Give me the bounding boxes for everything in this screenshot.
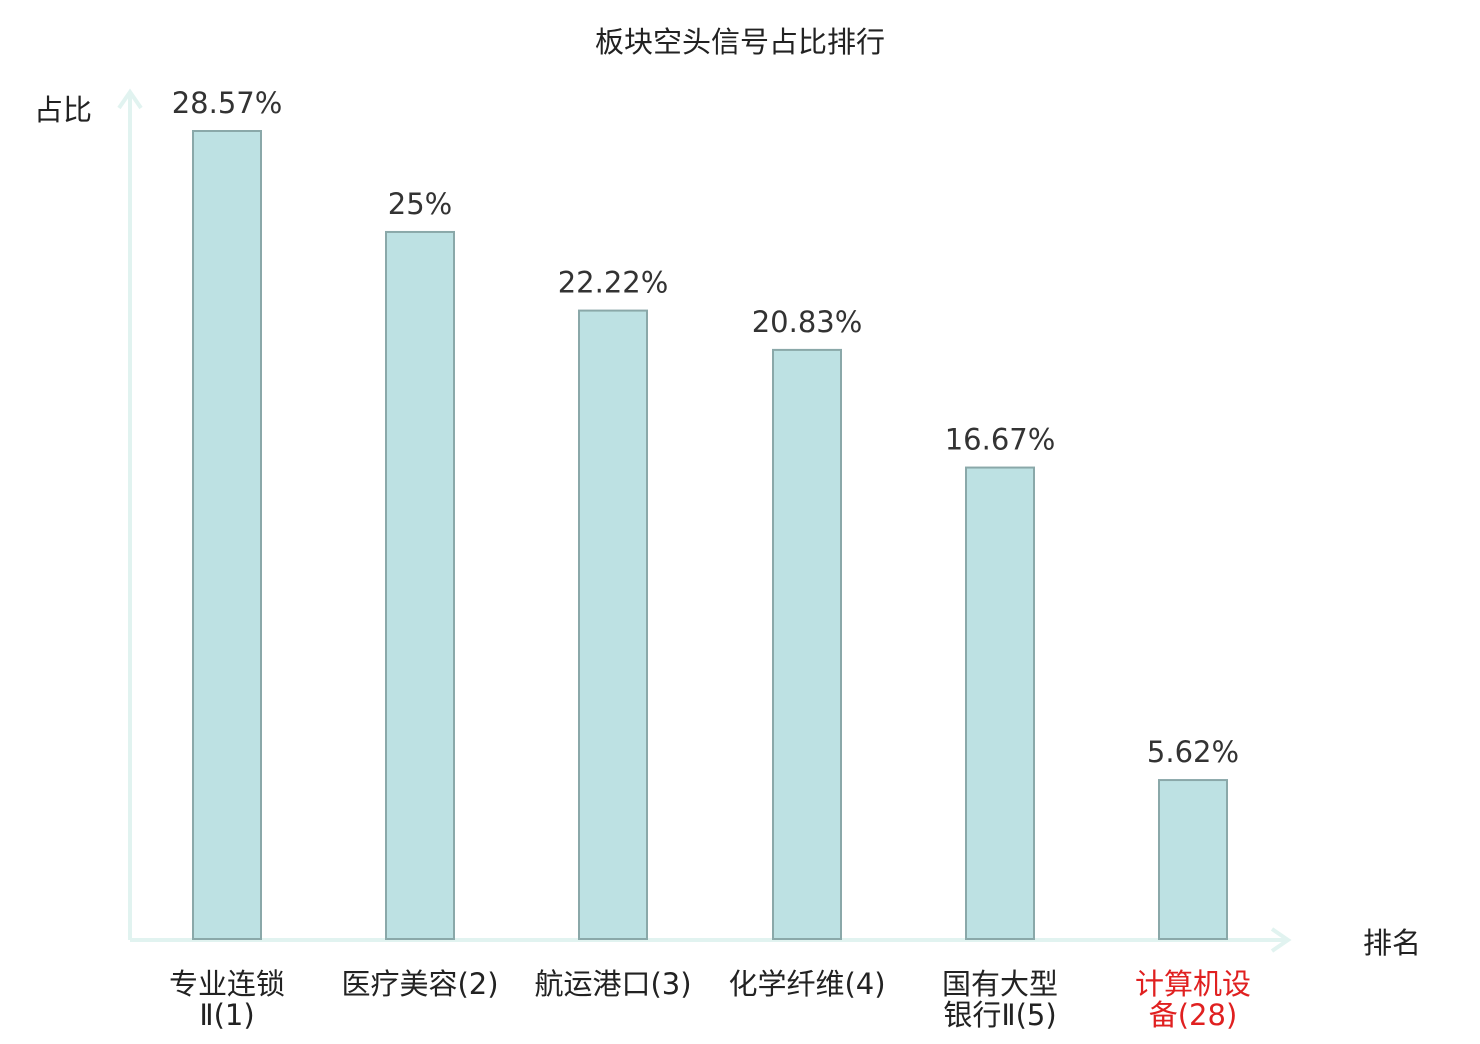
value-label-6: 5.62%: [1147, 735, 1239, 769]
axes: [117, 88, 1292, 953]
x-axis-arrow: [1270, 927, 1292, 953]
category-label-4-line1: 化学纤维(4): [728, 967, 885, 1001]
bar-4: [772, 348, 842, 940]
value-label-1: 28.57%: [172, 86, 283, 120]
category-label-1-line2: Ⅱ(1): [199, 998, 254, 1032]
category-label-6-line2: 备(28): [1149, 998, 1238, 1032]
value-labels-group: 28.57% 25% 22.22% 20.83% 16.67% 5.62%: [172, 86, 1239, 769]
category-label-5-line2: 银行Ⅱ(5): [943, 998, 1056, 1032]
chart-title: 板块空头信号占比排行: [595, 25, 885, 59]
bar-5: [965, 466, 1035, 940]
bars-group: [192, 130, 1228, 941]
value-label-5: 16.67%: [945, 423, 1056, 457]
category-label-5-line1: 国有大型: [942, 967, 1058, 1001]
x-axis-label: 排名: [1363, 926, 1421, 960]
category-label-3-line1: 航运港口(3): [534, 967, 691, 1001]
y-axis-arrow: [117, 88, 143, 110]
bar-3: [578, 309, 648, 940]
bar-6: [1158, 779, 1228, 941]
value-label-4: 20.83%: [752, 305, 863, 339]
category-label-2-line1: 医疗美容(2): [341, 967, 498, 1001]
category-label-6-line1: 计算机设: [1135, 967, 1251, 1001]
value-label-2: 25%: [388, 187, 452, 221]
bar-1: [192, 130, 262, 940]
value-label-3: 22.22%: [558, 266, 669, 300]
category-label-1-line1: 专业连锁: [169, 967, 285, 1001]
y-axis-label: 占比: [34, 93, 92, 127]
bar-2: [385, 230, 455, 940]
